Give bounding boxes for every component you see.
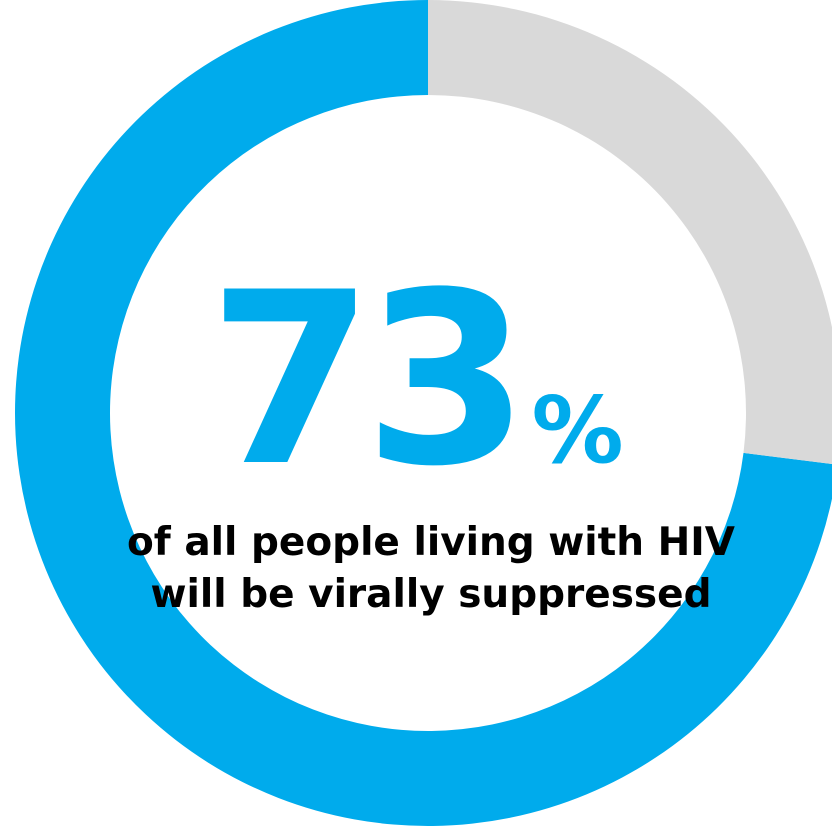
caption-line-1: of all people living with HIV: [127, 520, 735, 565]
donut-slice-2: [428, 0, 832, 465]
headline-unit: %: [531, 377, 624, 484]
caption-line-2: will be virally suppressed: [150, 572, 712, 617]
caption: of all people living with HIV will be vi…: [0, 517, 832, 621]
headline-value: 73%: [0, 262, 832, 500]
headline-number: 73: [208, 242, 529, 519]
donut-slices: [15, 0, 832, 826]
